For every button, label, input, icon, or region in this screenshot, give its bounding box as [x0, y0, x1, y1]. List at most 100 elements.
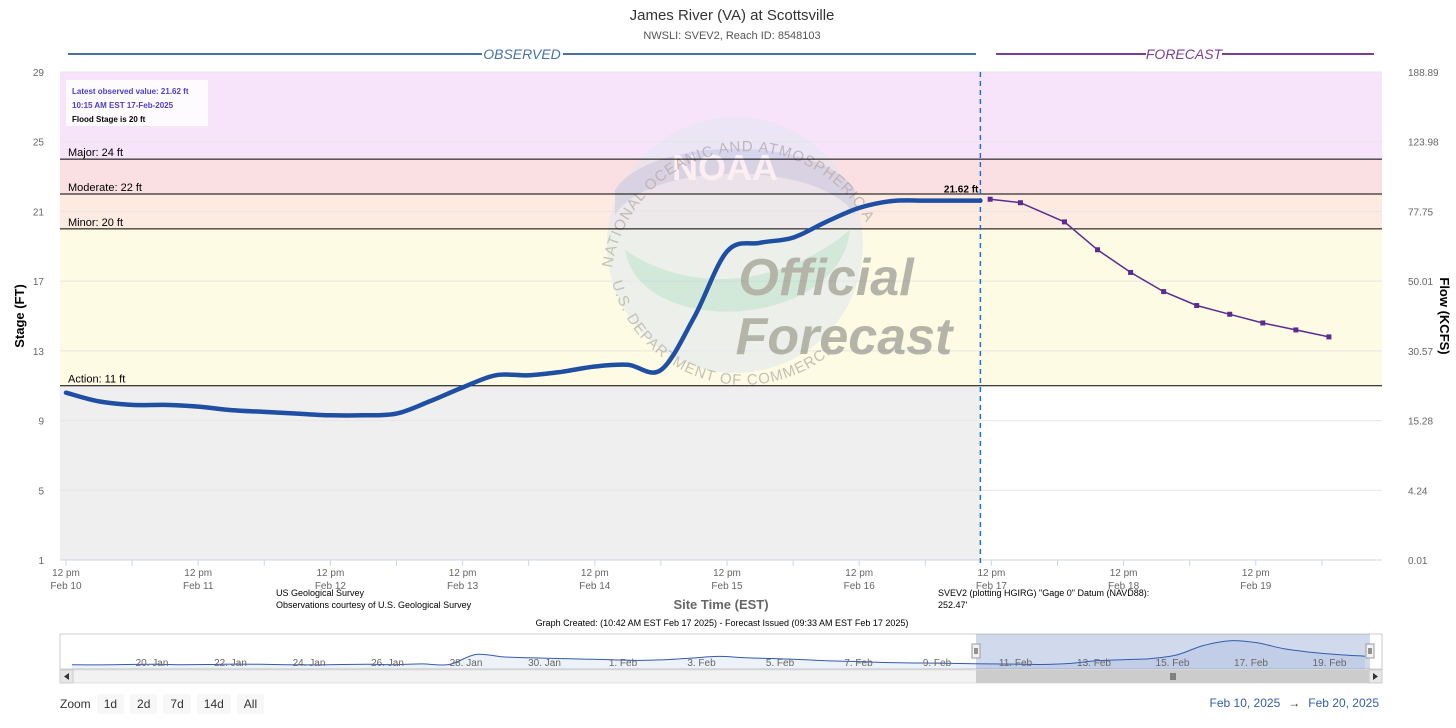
y-tick-label: 1: [38, 556, 44, 567]
credit-usgs: US Geological Survey: [276, 588, 365, 598]
x-tick-label: Feb 15: [711, 581, 743, 592]
y2-axis-title: Flow (KCFS): [1437, 277, 1452, 354]
noaa-logo-wave: [625, 230, 850, 312]
navigator-date-label: 24. Jan: [293, 658, 326, 669]
left-arrow-icon: [64, 673, 69, 680]
x-tick-label: Feb 17: [976, 581, 1008, 592]
navigator-date-label: 7. Feb: [844, 658, 873, 669]
forecast-point: [1062, 219, 1067, 225]
x-tick-label: 12 pm: [978, 568, 1006, 579]
zoom-label: Zoom: [60, 697, 91, 711]
x-tick-label: 12 pm: [184, 568, 212, 579]
zoom-all-button[interactable]: All: [236, 694, 265, 714]
y2-tick-label: 15.28: [1408, 417, 1433, 428]
navigator-series: [71, 640, 1366, 666]
forecast-point: [987, 196, 993, 202]
navigator-date-label: 20. Jan: [136, 658, 169, 669]
navigator-date-label: 26. Jan: [371, 658, 404, 669]
band-below-action: [60, 385, 981, 560]
forecast-point: [1227, 311, 1233, 317]
info-latest: Latest observed value: 21.62 ft: [72, 87, 189, 96]
hydrograph-chart: James River (VA) at Scottsville NWSLI: S…: [0, 0, 1452, 684]
navigator-date-label: 30. Jan: [528, 658, 561, 669]
threshold-label: Moderate: 22 ft: [68, 182, 142, 194]
navigator[interactable]: 20. Jan 22. Jan 24. Jan 26. Jan 28. Jan 30. J…: [59, 633, 1383, 684]
credit-datum: SVEV2 (plotting HGIRG) "Gage 0" Datum (N…: [938, 588, 1149, 598]
navigator-date-label: 13. Feb: [1077, 658, 1111, 669]
navigator-date-label: 17. Feb: [1234, 658, 1268, 669]
zoom-1d-button[interactable]: 1d: [96, 694, 125, 714]
x-tick-label: Feb 10: [50, 581, 82, 592]
current-value-label: 21.62 ft: [944, 185, 979, 196]
zoom-bar: Zoom 1d 2d 7d 14d All: [60, 694, 265, 714]
zoom-2d-button[interactable]: 2d: [130, 694, 158, 714]
x-tick-label: 12 pm: [317, 568, 345, 579]
forecast-point: [1017, 200, 1023, 206]
forecast-point: [1128, 269, 1134, 275]
y2-tick-label: 123.98: [1408, 138, 1439, 149]
navigator-date-label: 28. Jan: [450, 658, 483, 669]
handle-grip: [1365, 643, 1375, 659]
x-tick-label: Feb 11: [183, 581, 214, 592]
range-to[interactable]: Feb 20, 2025: [1308, 696, 1379, 710]
navigator-area: [72, 640, 1365, 669]
y-tick-label: 21: [33, 207, 45, 218]
x-tick-label: Feb 12: [315, 581, 347, 592]
info-box: Latest observed value: 21.62 ft 10:15 AM…: [66, 80, 208, 126]
navigator-left-handle[interactable]: [971, 643, 981, 659]
credit-datum-value: 252.47': [938, 600, 968, 610]
navigator-date-label: 1. Feb: [609, 658, 638, 669]
zoom-14d-button[interactable]: 14d: [196, 694, 231, 714]
watermark-official: Official: [738, 249, 915, 307]
date-range: Feb 10, 2025 → Feb 20, 2025: [1210, 696, 1379, 710]
threshold-label: Minor: 20 ft: [68, 217, 123, 229]
y2-tick-label: 0.01: [1408, 556, 1428, 567]
navigator-date-label: 19. Feb: [1313, 658, 1347, 669]
zoom-7d-button[interactable]: 7d: [163, 694, 191, 714]
y2-tick-label: 188.89: [1408, 68, 1439, 79]
x-tick-label: 12 pm: [581, 568, 609, 579]
navigator-date-label: 22. Jan: [214, 658, 247, 669]
observed-label: OBSERVED: [483, 46, 561, 62]
navigator-date-label: 9. Feb: [923, 658, 952, 669]
x-tick-label: 12 pm: [52, 568, 80, 579]
x-tick-label: Feb 14: [579, 581, 611, 592]
forecast-point: [1293, 327, 1299, 333]
forecast-point: [1194, 303, 1200, 309]
noaa-logo-wing: [615, 148, 855, 215]
y-tick-label: 9: [38, 417, 44, 428]
observed-header: OBSERVED: [68, 46, 976, 62]
navigator-date-label: 3. Feb: [687, 658, 716, 669]
y-tick-label: 29: [33, 68, 45, 79]
y2-tick-label: 50.01: [1408, 277, 1433, 288]
forecast-point: [1161, 289, 1167, 295]
y-axis-title: Stage (FT): [12, 284, 27, 348]
forecast-point: [1326, 334, 1332, 340]
x-tick-label: Feb 16: [844, 581, 876, 592]
x-tick-label: 12 pm: [713, 568, 741, 579]
info-time: 10:15 AM EST 17-Feb-2025: [72, 101, 174, 110]
watermark-forecast: Forecast: [736, 308, 955, 366]
navigator-frame: [59, 633, 1383, 670]
range-from[interactable]: Feb 10, 2025: [1209, 696, 1281, 710]
noaa-logo-text: NOAA: [672, 147, 778, 188]
range-arrow: →: [1288, 696, 1301, 710]
x-tick-label: Feb 18: [1108, 581, 1140, 592]
x-tick-label: 12 pm: [449, 568, 477, 579]
y2-tick-label: 77.75: [1408, 207, 1433, 218]
graph-created-note: Graph Created: (10:42 AM EST Feb 17 2025…: [536, 618, 909, 628]
forecast-point: [1095, 247, 1101, 253]
forecast-point: [1260, 320, 1266, 326]
chart-subtitle: NWSLI: SVEV2, Reach ID: 8548103: [643, 30, 820, 42]
navigator-date-label: 5. Feb: [766, 658, 795, 669]
navigator-date-label: 15. Feb: [1156, 658, 1190, 669]
y2-tick-label: 30.57: [1408, 347, 1433, 358]
info-flood-stage: Flood Stage is 20 ft: [72, 115, 146, 124]
navigator-right-handle[interactable]: [1365, 643, 1375, 659]
credit-usgs-obs: Observations courtesy of U.S. Geological…: [276, 600, 472, 610]
right-arrow-icon: [1373, 673, 1378, 680]
y-tick-label: 5: [38, 486, 44, 497]
threshold-label: Action: 11 ft: [68, 374, 125, 386]
chart-title: James River (VA) at Scottsville: [630, 7, 835, 24]
x-tick-label: 12 pm: [1242, 568, 1270, 579]
